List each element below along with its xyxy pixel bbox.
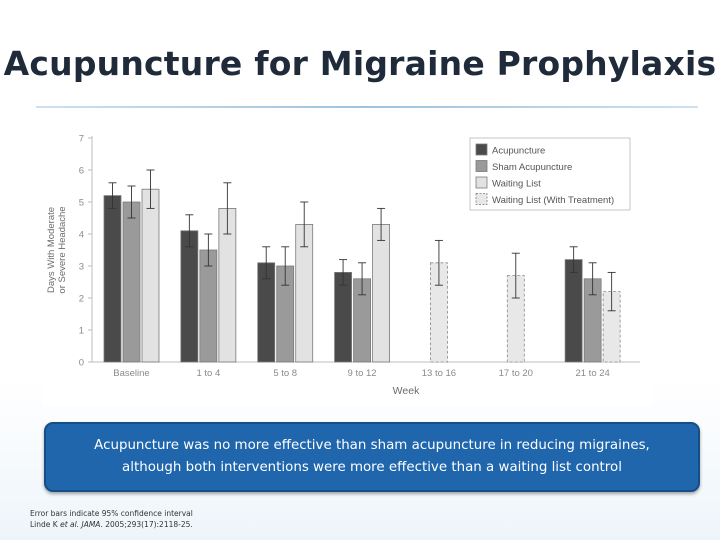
bar-waiting-list [141, 188, 160, 363]
callout-line-1: Acupuncture was no more effective than s… [94, 438, 650, 453]
y-axis-label: or Severe Headache [57, 206, 68, 293]
title-divider [36, 106, 698, 108]
conclusion-callout: Acupuncture was no more effective than s… [44, 422, 700, 492]
bar-acupuncture [180, 230, 199, 363]
bar-waiting-list-with-treatment [430, 262, 448, 363]
bar-sham-acupuncture [122, 201, 141, 363]
bar-waiting-list [372, 224, 390, 363]
x-tick-label: Baseline [113, 368, 149, 379]
citation-details: . 2005;293(17):2118-25. [100, 520, 193, 529]
citation-journal: JAMA [81, 520, 101, 529]
y-tick-label: 6 [79, 166, 84, 177]
legend-label: Waiting List (With Treatment) [492, 195, 614, 206]
x-tick-label: 9 to 12 [348, 368, 377, 379]
citation-etal: et al. [60, 520, 80, 529]
y-axis-label: Days With Moderate [46, 207, 57, 293]
bar-waiting-list-with-treatment [506, 275, 525, 363]
legend-swatch [475, 160, 488, 172]
x-tick-label: 5 to 8 [273, 368, 297, 379]
legend-box [469, 137, 631, 211]
footnote-citation: Linde K et al. JAMA. 2005;293(17):2118-2… [30, 519, 193, 530]
legend-label: Waiting List [492, 179, 541, 190]
legend-label: Sham Acupuncture [492, 162, 572, 173]
x-tick-label: 17 to 20 [499, 368, 533, 379]
legend-swatch [475, 143, 488, 156]
y-tick-label: 7 [79, 134, 84, 145]
bar-sham-acupuncture [199, 249, 218, 363]
legend-label: Acupuncture [492, 146, 545, 157]
y-tick-label: 2 [79, 294, 84, 305]
bar-acupuncture [564, 259, 583, 363]
slide-title: Acupuncture for Migraine Prophylaxis [3, 44, 717, 83]
footnote: Error bars indicate 95% confidence inter… [30, 508, 193, 530]
citation-authors: Linde K [30, 520, 61, 529]
y-tick-label: 3 [79, 262, 84, 273]
callout-line-2: although both interventions were more ef… [122, 460, 622, 475]
legend-swatch [475, 176, 488, 189]
y-tick-label: 0 [79, 358, 84, 369]
x-tick-label: 13 to 16 [422, 368, 456, 379]
y-tick-label: 1 [79, 326, 84, 337]
y-tick-label: 4 [79, 230, 84, 241]
bar-acupuncture [334, 271, 352, 363]
footnote-ci-note: Error bars indicate 95% confidence inter… [30, 509, 193, 518]
y-tick-label: 5 [79, 198, 84, 209]
bar-acupuncture [103, 195, 122, 363]
bar-chart: 0 1 2 3 4 5 6 7 Days With Moderate or Severe Head… [46, 134, 640, 397]
x-tick-label: 1 to 4 [196, 368, 220, 379]
x-tick-label: 21 to 24 [575, 368, 609, 379]
legend-swatch [475, 193, 488, 205]
x-axis-label: Week [393, 385, 420, 397]
bar-waiting-list-with-treatment [602, 291, 621, 363]
chart-panel: 0 1 2 3 4 5 6 7 Days With Moderate or Severe Head… [42, 124, 652, 406]
